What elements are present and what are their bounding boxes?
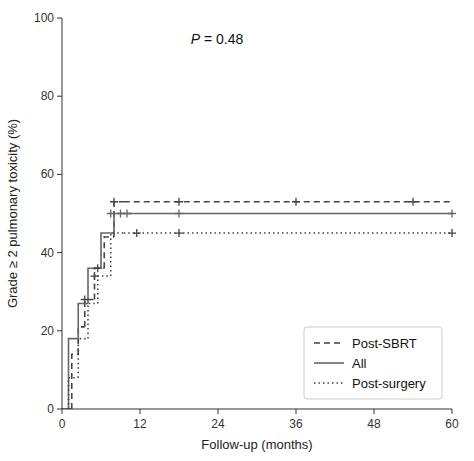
censor-mark <box>94 264 102 272</box>
legend-box <box>304 327 442 399</box>
censor-mark <box>107 210 115 218</box>
censor-mark <box>133 229 141 237</box>
x-tick <box>218 409 219 414</box>
censor-mark <box>123 210 131 218</box>
x-axis-label: Follow-up (months) <box>201 437 312 452</box>
y-tick-label: 100 <box>34 11 54 25</box>
step-segment <box>124 232 134 234</box>
step-segment <box>69 339 79 409</box>
censor-mark <box>448 229 456 237</box>
censor-mark <box>175 229 183 237</box>
x-tick <box>374 409 375 414</box>
step-segment <box>101 233 114 268</box>
step-segment <box>62 408 69 409</box>
step-segment <box>78 327 85 354</box>
x-tick-label: 48 <box>367 417 381 431</box>
step-segment <box>88 303 98 338</box>
y-tick <box>57 18 62 19</box>
x-tick <box>452 409 453 414</box>
y-tick-label: 60 <box>41 167 55 181</box>
y-tick-label: 40 <box>41 246 55 260</box>
x-tick-label: 24 <box>211 417 225 431</box>
step-segment <box>95 268 105 299</box>
censor-mark <box>175 210 183 218</box>
censor-mark <box>292 198 300 206</box>
censor-mark <box>91 272 99 280</box>
axes: 0 12 24 36 48 60 0 20 40 60 80 100 <box>34 11 459 431</box>
x-tick-label: 12 <box>133 417 147 431</box>
y-tick-label: 20 <box>41 324 55 338</box>
step-segment <box>62 408 69 409</box>
step-segment <box>114 202 124 237</box>
step-segment <box>88 268 101 303</box>
x-tick-label: 0 <box>59 417 66 431</box>
step-segment <box>69 378 79 409</box>
y-tick <box>57 330 62 331</box>
y-axis-line <box>62 18 63 409</box>
step-segment <box>114 214 124 234</box>
legend-label: All <box>352 356 367 371</box>
curves <box>62 202 452 409</box>
step-curve <box>62 202 452 409</box>
legend-label: Post-SBRT <box>352 336 417 351</box>
step-segment <box>72 354 79 409</box>
x-tick <box>296 409 297 414</box>
y-tick <box>57 409 62 410</box>
step-segment <box>78 339 88 378</box>
step-curve <box>62 214 452 410</box>
legend-label: Post-surgery <box>352 376 426 391</box>
y-tick-label: 80 <box>41 89 55 103</box>
step-segment <box>78 303 88 338</box>
y-tick <box>57 174 62 175</box>
legend-swatch <box>314 382 344 384</box>
censor-marks <box>81 198 456 304</box>
censor-mark <box>81 296 89 304</box>
chart: 0 12 24 36 48 60 0 20 40 60 80 100 Follow-up (months… <box>0 0 474 461</box>
x-tick <box>140 409 141 414</box>
censor-mark <box>409 198 417 206</box>
step-curve <box>62 233 452 409</box>
legend: Post-SBRT All Post-surgery <box>304 327 442 399</box>
step-segment <box>111 233 124 276</box>
step-segment <box>124 201 452 203</box>
censor-mark <box>175 198 183 206</box>
y-tick <box>57 96 62 97</box>
x-tick-label: 36 <box>289 417 303 431</box>
censor-mark <box>110 198 118 206</box>
annotation-part: = 0.48 <box>200 31 243 47</box>
y-tick <box>57 252 62 253</box>
x-tick <box>62 409 63 414</box>
step-segment <box>104 237 114 268</box>
y-axis-label: Grade ≥ 2 pulmonary toxicity (%) <box>5 119 20 308</box>
censor-mark <box>448 210 456 218</box>
step-segment <box>98 276 111 303</box>
legend-swatch <box>314 362 344 364</box>
x-axis-line <box>62 409 452 410</box>
x-tick-label: 60 <box>445 417 459 431</box>
legend-swatch <box>314 342 344 344</box>
p-value-annotation: P = 0.48 <box>191 31 244 47</box>
y-tick-label: 0 <box>47 402 54 416</box>
